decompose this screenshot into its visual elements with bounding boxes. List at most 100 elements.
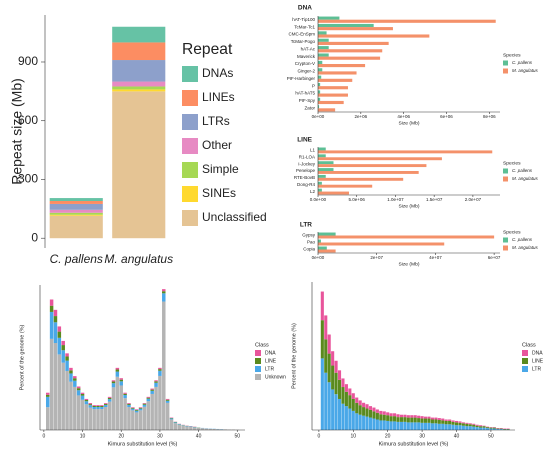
- bar: [318, 100, 344, 105]
- bar: [318, 239, 321, 243]
- y-tick-label: Maverick: [297, 54, 316, 59]
- legend-swatch: [255, 366, 261, 372]
- legend-title: Class: [255, 342, 269, 348]
- y-tick-label: PIF-Spy: [299, 98, 316, 103]
- bar-segment: [119, 381, 123, 386]
- y-tick-label: L2: [310, 189, 316, 194]
- bar-segment: [115, 369, 120, 372]
- bar-segment: [208, 428, 212, 430]
- y-tick-label: Zator: [304, 105, 315, 110]
- legend-label: M. angulatus: [512, 245, 539, 250]
- bar: [318, 164, 427, 168]
- bar-segment: [92, 409, 96, 430]
- bar-segment: [485, 427, 490, 429]
- legend-label: Other: [202, 138, 232, 152]
- y-tick-label: hAT-Tip100: [292, 17, 315, 22]
- bar-segment: [192, 427, 197, 430]
- x-tick-label: M. angulatus: [104, 252, 173, 266]
- bar-segment: [358, 414, 362, 430]
- bar-segment: [112, 91, 166, 239]
- legend-swatch: [503, 237, 508, 243]
- bar-segment: [73, 386, 77, 430]
- bar-segment: [45, 394, 50, 397]
- bar: [318, 71, 357, 75]
- y-tick-label: L1: [310, 148, 316, 153]
- bar: [318, 38, 329, 42]
- bar-segment: [341, 387, 345, 404]
- bar-segment: [96, 405, 100, 408]
- bar-segment: [84, 404, 89, 430]
- bar-segment: [69, 373, 73, 382]
- bar-segment: [465, 423, 469, 427]
- y-tick-label: 0: [31, 230, 38, 244]
- y-tick-label: Ginger-2: [297, 69, 315, 74]
- bar-segment: [348, 388, 352, 396]
- bar-segment: [334, 360, 338, 373]
- legend-swatch: [182, 162, 198, 178]
- bar-segment: [189, 426, 193, 430]
- bar-segment: [49, 203, 103, 210]
- bar-segment: [131, 410, 135, 430]
- bar-segment: [111, 381, 116, 384]
- bar-segment: [320, 291, 324, 321]
- bar-segment: [454, 420, 459, 423]
- bar-segment: [351, 393, 355, 399]
- bar-segment: [334, 394, 338, 430]
- bar-segment: [200, 428, 205, 430]
- bar-segment: [372, 407, 376, 412]
- bar-segment: [146, 398, 151, 402]
- x-tick-label: 40: [454, 433, 460, 439]
- bar-segment: [220, 429, 224, 430]
- bar-segment: [112, 42, 166, 61]
- x-tick-label: 5.0e+06: [349, 197, 366, 202]
- bar-segment: [368, 409, 373, 418]
- bar-segment: [327, 334, 331, 354]
- bar-segment: [65, 353, 69, 357]
- bar-segment: [123, 392, 127, 394]
- legend-swatch: [522, 350, 528, 356]
- bar-segment: [57, 326, 62, 332]
- bar-segment: [146, 401, 151, 430]
- bar: [318, 181, 322, 185]
- bar: [318, 246, 327, 250]
- y-tick-label: I-Jockey: [298, 161, 316, 166]
- bar-segment: [112, 60, 166, 82]
- bar-segment: [396, 417, 400, 422]
- bar-segment: [45, 396, 50, 408]
- bar-segment: [88, 407, 93, 430]
- bar-segment: [88, 405, 93, 408]
- legend-title: Class: [522, 342, 536, 348]
- bar-segment: [146, 396, 151, 398]
- legend-swatch: [182, 66, 198, 82]
- bar-segment: [379, 410, 383, 415]
- bar-segment: [146, 397, 151, 399]
- bar-segment: [472, 424, 476, 427]
- legend-label: LTR: [532, 366, 541, 372]
- bar-segment: [138, 407, 143, 408]
- legend-label: Simple: [202, 162, 239, 176]
- bar-segment: [84, 401, 89, 405]
- bar-segment: [119, 378, 123, 380]
- bar-segment: [461, 422, 465, 424]
- bar-segment: [112, 81, 166, 87]
- x-tick-label: 0e+00: [312, 114, 325, 119]
- bar-segment: [479, 426, 483, 428]
- bar-segment: [134, 412, 139, 430]
- bar-segment: [53, 316, 58, 323]
- bar-segment: [119, 385, 123, 430]
- bar-segment: [57, 337, 62, 355]
- x-tick-label: 4e+07: [429, 255, 442, 260]
- bar-segment: [417, 418, 421, 423]
- bar-segment: [134, 409, 139, 411]
- bar-segment: [69, 370, 73, 374]
- x-tick-label: 0e+00: [312, 255, 325, 260]
- bar-segment: [437, 423, 441, 430]
- bar-segment: [204, 428, 209, 430]
- bar-segment: [355, 413, 359, 430]
- bar-segment: [104, 407, 108, 430]
- bar-segment: [413, 417, 417, 423]
- x-tick-label: 8e+06: [483, 114, 496, 119]
- bar-segment: [351, 410, 355, 430]
- legend-swatch: [182, 114, 198, 130]
- bar-segment: [482, 427, 486, 430]
